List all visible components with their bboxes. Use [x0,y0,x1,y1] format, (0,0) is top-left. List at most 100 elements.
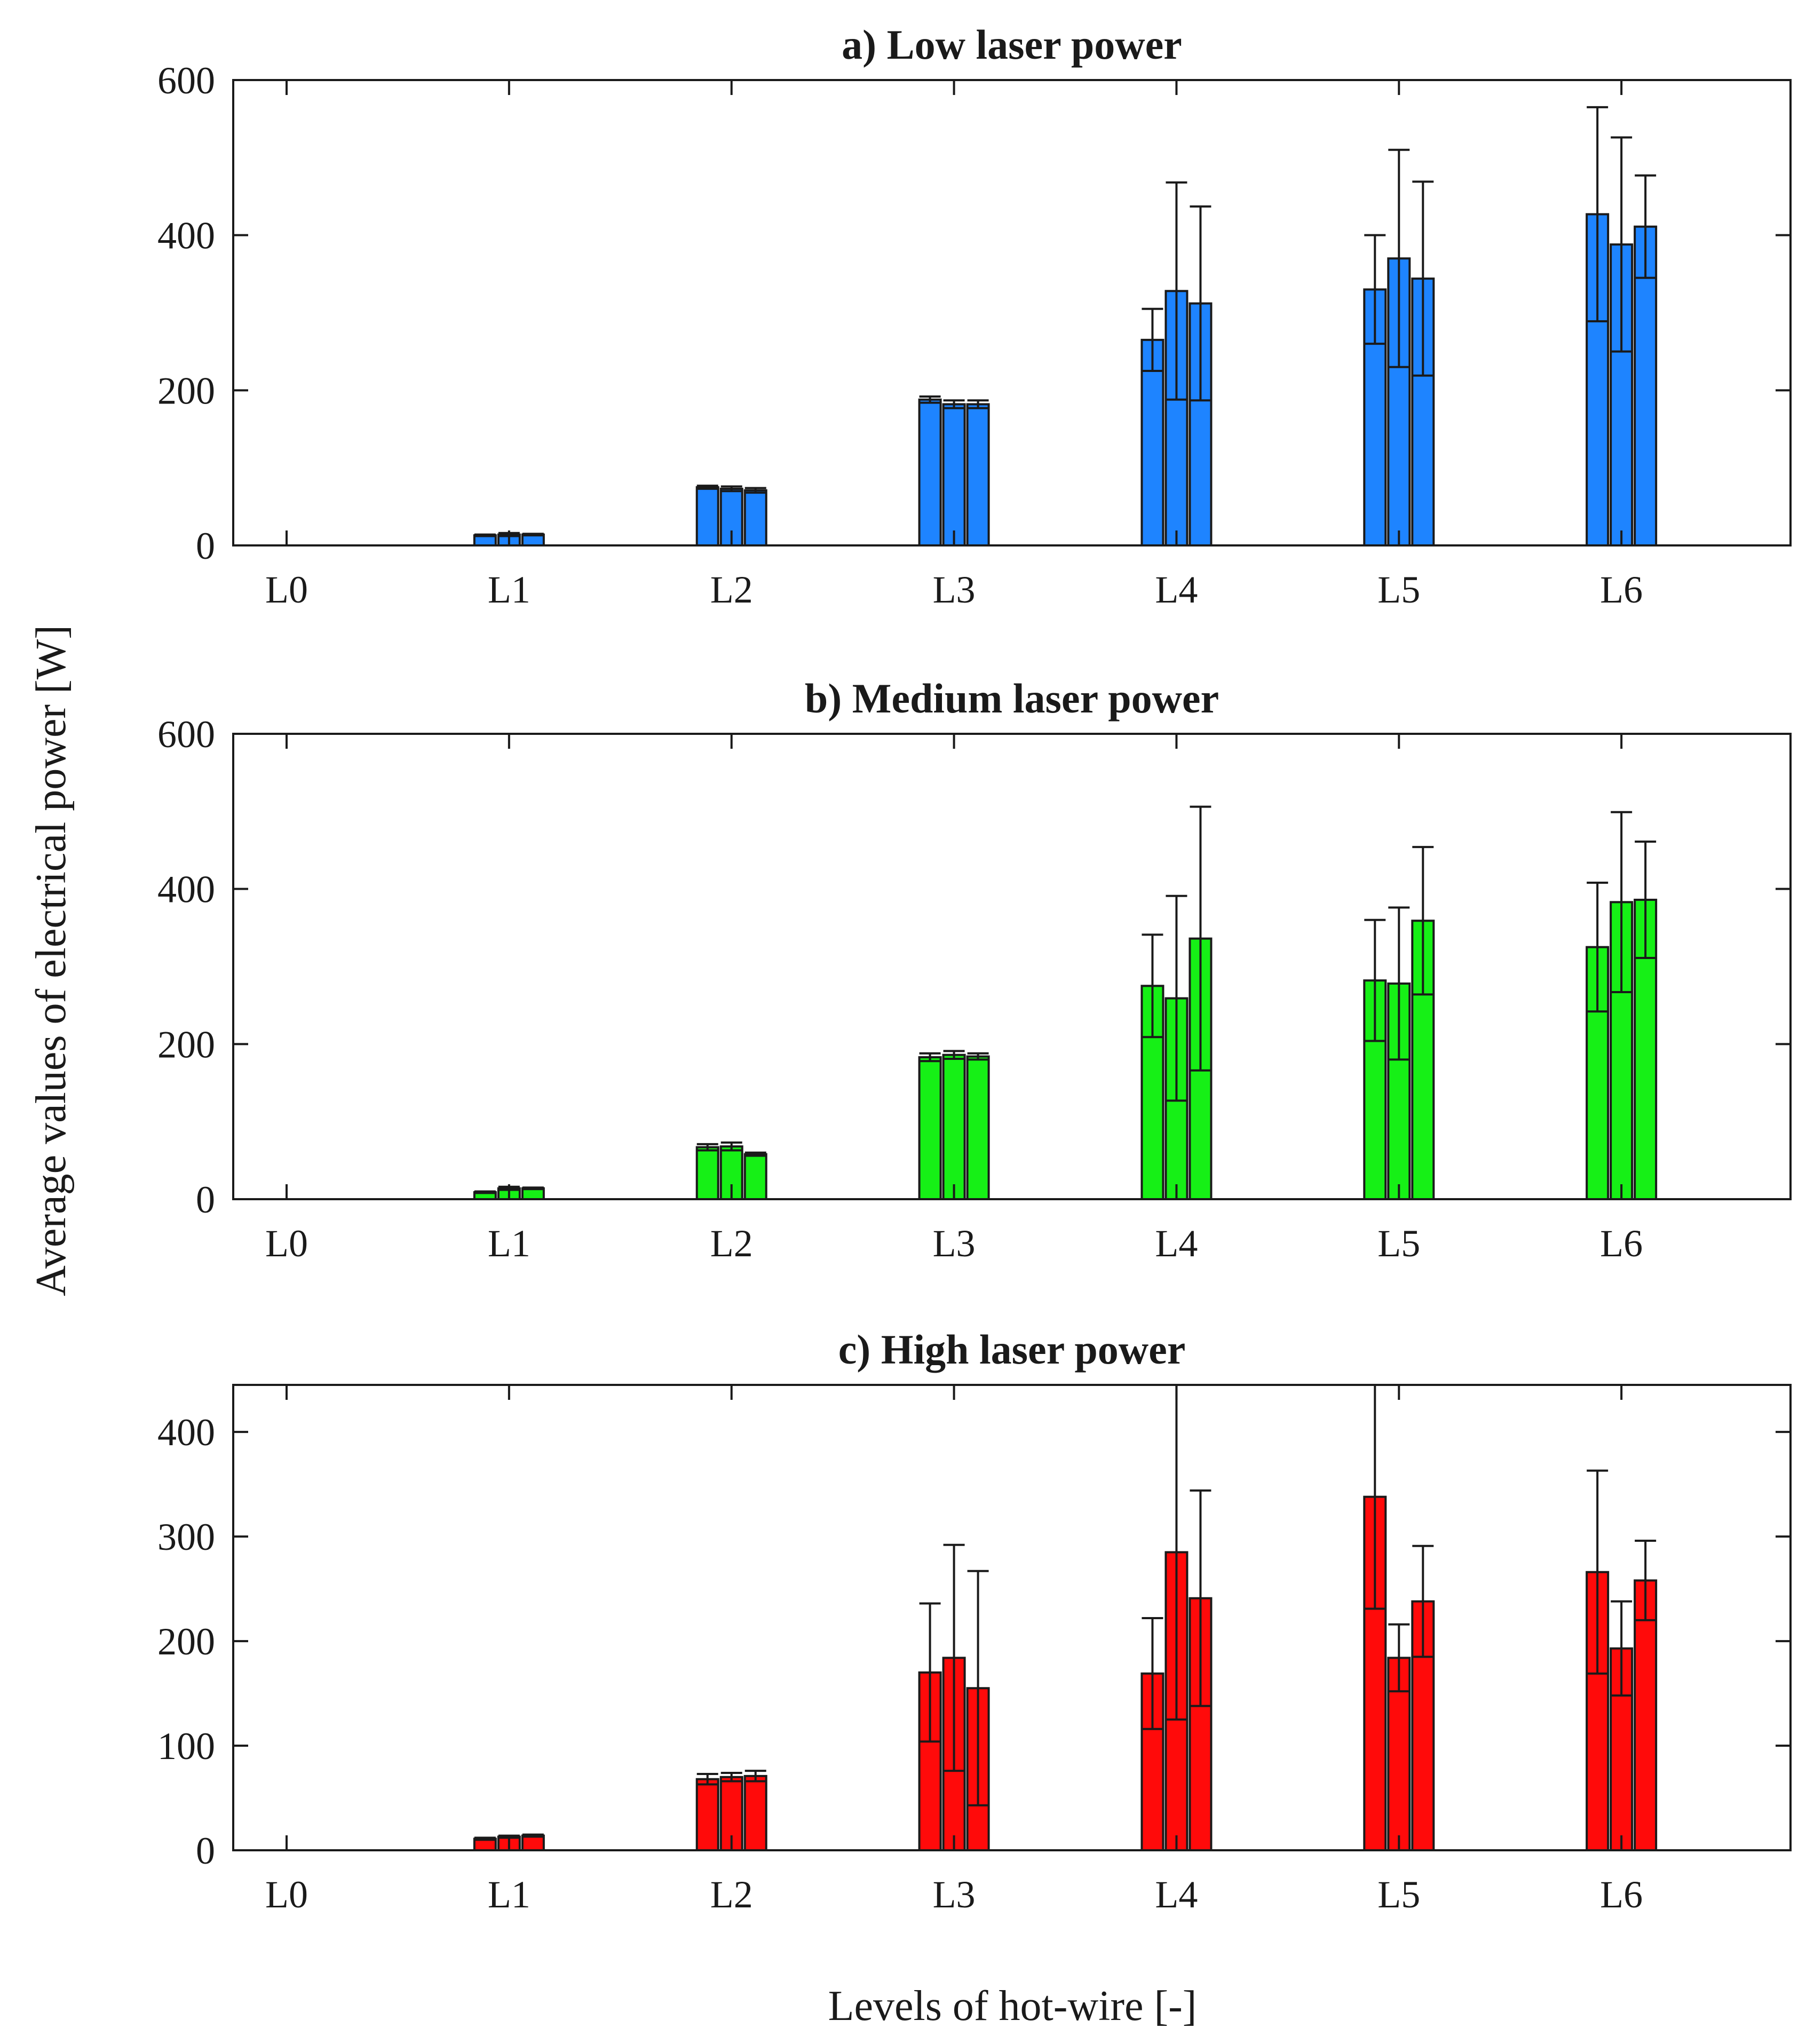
x-tick-label-L2: L2 [710,568,753,611]
bar-L6-s3 [1634,225,1658,545]
error-bar [1190,205,1211,402]
y-tick-label: 600 [157,713,215,756]
error-bar [1635,1539,1657,1621]
error-bar [1635,174,1657,279]
x-tick-label-L4: L4 [1155,568,1198,611]
bar-L1-s3 [521,1834,545,1850]
y-axis-label: Average values of electrical power [W] [28,625,75,1296]
x-tick-label-L3: L3 [933,568,976,611]
error-bar [1611,136,1633,353]
bar-L2-s1 [695,486,719,545]
axes-box [232,79,1792,546]
error-bar [720,1141,742,1152]
error-bar [1388,906,1410,1061]
error-bar [1166,894,1187,1102]
error-bar [1364,1385,1386,1610]
bar-L3-s3 [966,1055,990,1199]
x-tick-label-L2: L2 [710,1873,753,1916]
error-bar [696,485,718,490]
error-bar [1388,148,1410,368]
chart-panel-3: c) High laser power 0 100 200 300 400 L0 L1 L2 L3… [157,1326,1792,1916]
y-tick-label: 400 [157,1411,215,1454]
x-tick-label-L0: L0 [265,1222,308,1265]
error-bar [919,1052,941,1063]
error-bar [943,1050,965,1060]
x-tick-label-L5: L5 [1377,1873,1420,1916]
x-axis-label: Levels of hot-wire [-] [828,1983,1197,2030]
axes-box [232,1384,1792,1851]
plot-area [473,805,1658,1199]
error-bar [744,1770,766,1782]
error-bar [1635,841,1657,960]
y-tick-label: 100 [157,1725,215,1768]
error-bar [943,1543,965,1772]
x-tick-label-L5: L5 [1377,568,1420,611]
plot-area [473,106,1658,545]
x-tick-label-L3: L3 [933,1222,976,1265]
error-bar [696,1772,718,1786]
y-tick-label: 0 [196,1829,215,1872]
error-bar [1587,1469,1609,1675]
error-bar [1166,1385,1187,1721]
bar-L2-s3 [743,1153,767,1199]
chart-panel-2: b) Medium laser power 0 200 400 600 L0 L1 L2 L3 L… [157,675,1792,1265]
bar-L3-s3 [966,403,990,545]
x-tick-label-L5: L5 [1377,1222,1420,1265]
y-tick-label: 0 [196,1178,215,1221]
error-bar [1142,1617,1163,1730]
bar-L3-s2 [942,403,966,545]
error-bar [1190,1489,1211,1707]
error-bar [522,1833,544,1838]
x-tick-label-L2: L2 [710,1222,753,1265]
y-tick-label: 600 [157,59,215,102]
x-tick-label-L3: L3 [933,1873,976,1916]
error-bar [1388,1623,1410,1693]
error-bar [474,533,496,537]
error-bar [967,1052,989,1061]
error-bar [522,1186,544,1191]
x-tick-label-L0: L0 [265,1873,308,1916]
bar-L4-s1 [1140,338,1165,545]
bar-L2-s3 [743,489,767,545]
error-bar [1412,180,1434,377]
error-bar [1587,106,1609,322]
x-tick-label-L6: L6 [1600,568,1643,611]
error-bar [1412,846,1434,996]
error-bar [522,533,544,537]
bar-L3-s1 [918,398,942,545]
error-bar [474,1836,496,1841]
error-bar [1142,933,1163,1039]
chart-panel-1: a) Low laser power 0 200 400 600 L0 L1 L2 L3 L4 L5… [157,21,1792,611]
bar-L3-s2 [942,1053,966,1199]
x-tick-label-L4: L4 [1155,1873,1198,1916]
panel-title: b) Medium laser power [805,675,1219,722]
error-bar [1611,1600,1633,1697]
panel-title: c) High laser power [838,1326,1186,1373]
y-tick-label: 400 [157,868,215,911]
error-bar [943,399,965,409]
error-bar [720,1771,742,1782]
y-tick-label: 300 [157,1516,215,1558]
bar-L3-s1 [918,1056,942,1199]
error-bar [919,1602,941,1743]
x-tick-label-L0: L0 [265,568,308,611]
panel-title: a) Low laser power [842,21,1182,68]
error-bar [1190,805,1211,1072]
bar-L2-s1 [695,1146,719,1199]
x-tick-label-L1: L1 [488,1873,530,1916]
x-tick-label-L1: L1 [488,1222,530,1265]
x-tick-label-L4: L4 [1155,1222,1198,1265]
error-bar [1587,882,1609,1013]
y-tick-label: 200 [157,369,215,412]
x-tick-label-L6: L6 [1600,1222,1643,1265]
error-bar [967,1570,989,1807]
y-tick-label: 200 [157,1023,215,1066]
error-bar [1142,307,1163,372]
y-tick-label: 200 [157,1620,215,1663]
error-bar [1364,234,1386,345]
error-bar [744,487,766,494]
y-tick-label: 0 [196,525,215,567]
error-bar [1412,1544,1434,1658]
